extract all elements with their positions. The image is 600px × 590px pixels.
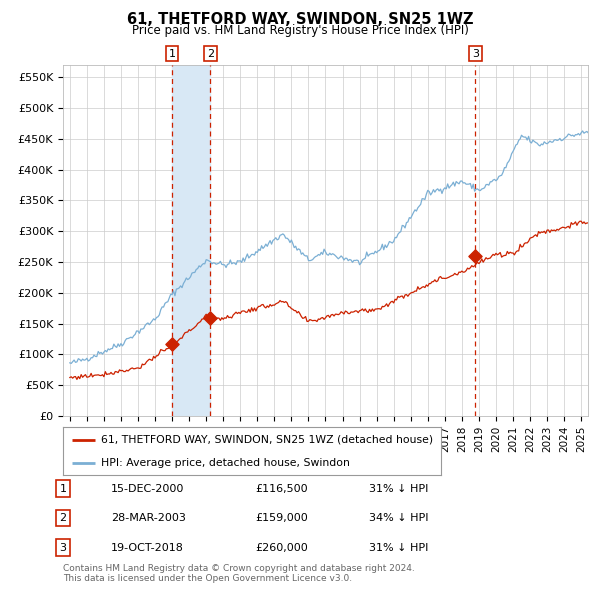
Point — [167, 339, 177, 349]
Text: 1: 1 — [169, 48, 176, 58]
Text: 19-OCT-2018: 19-OCT-2018 — [111, 543, 184, 552]
Text: Contains HM Land Registry data © Crown copyright and database right 2024.
This d: Contains HM Land Registry data © Crown c… — [63, 563, 415, 583]
Text: 28-MAR-2003: 28-MAR-2003 — [111, 513, 186, 523]
Text: 61, THETFORD WAY, SWINDON, SN25 1WZ: 61, THETFORD WAY, SWINDON, SN25 1WZ — [127, 12, 473, 27]
Text: 34% ↓ HPI: 34% ↓ HPI — [369, 513, 428, 523]
Text: 2: 2 — [59, 513, 67, 523]
Bar — [172, 65, 210, 416]
Text: 31% ↓ HPI: 31% ↓ HPI — [369, 484, 428, 493]
Text: 3: 3 — [59, 543, 67, 552]
Point — [470, 251, 480, 261]
Text: 2: 2 — [207, 48, 214, 58]
Text: HPI: Average price, detached house, Swindon: HPI: Average price, detached house, Swin… — [101, 458, 350, 468]
Text: 61, THETFORD WAY, SWINDON, SN25 1WZ (detached house): 61, THETFORD WAY, SWINDON, SN25 1WZ (det… — [101, 435, 433, 445]
Text: 31% ↓ HPI: 31% ↓ HPI — [369, 543, 428, 552]
Text: £116,500: £116,500 — [255, 484, 308, 493]
Text: £159,000: £159,000 — [255, 513, 308, 523]
Text: £260,000: £260,000 — [255, 543, 308, 552]
Text: 1: 1 — [59, 484, 67, 493]
Text: 3: 3 — [472, 48, 479, 58]
Text: Price paid vs. HM Land Registry's House Price Index (HPI): Price paid vs. HM Land Registry's House … — [131, 24, 469, 37]
Text: 15-DEC-2000: 15-DEC-2000 — [111, 484, 184, 493]
Point — [205, 313, 215, 323]
